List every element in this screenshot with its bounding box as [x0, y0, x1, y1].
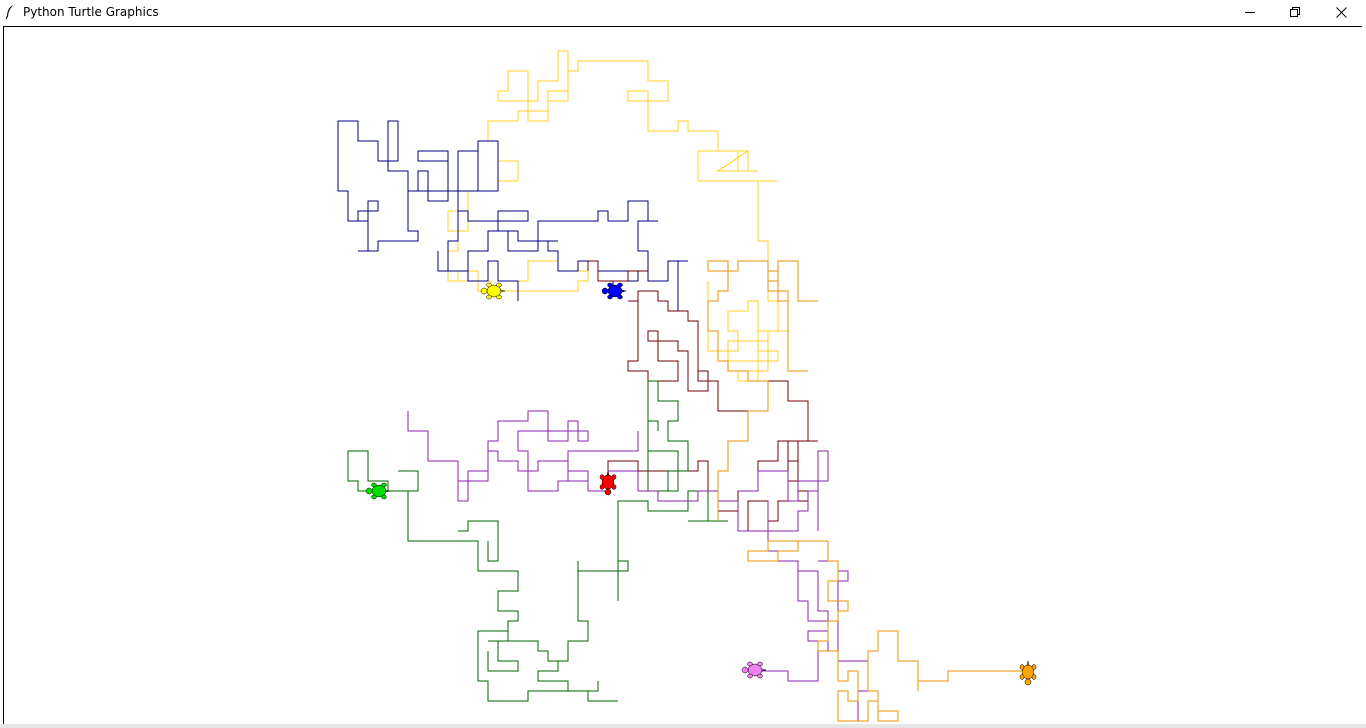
- gold-trail-4: [457, 260, 589, 292]
- purple-trail-2: [457, 410, 639, 502]
- turtle-drawing: [337, 50, 1037, 722]
- navy-trail-3: [347, 200, 379, 222]
- darkorange-trail-4: [767, 270, 808, 372]
- darkorange-trail-2: [747, 540, 828, 562]
- darkgreen-trail-2: [487, 640, 599, 692]
- blue-turtle: [601, 282, 627, 300]
- feather-icon: [5, 4, 15, 20]
- navy-trail: [447, 200, 688, 312]
- violet-turtle: [741, 661, 767, 679]
- gold-trail-2: [497, 50, 569, 122]
- gold-trail-5: [707, 281, 788, 382]
- close-button[interactable]: [1318, 0, 1364, 24]
- maroon-trail: [607, 290, 809, 512]
- maroon-trail-2: [587, 260, 648, 282]
- darkgreen-trail-3: [548, 490, 728, 662]
- navy-trail-2: [337, 120, 499, 252]
- close-icon: [1335, 6, 1347, 18]
- darkorange-trail-3: [707, 260, 818, 521]
- darkorange-trail: [817, 541, 1028, 722]
- gold-trail: [447, 60, 779, 351]
- minimize-button[interactable]: [1227, 0, 1273, 24]
- purple-trail-3: [738, 450, 829, 532]
- darkgreen-trail-5: [647, 380, 689, 492]
- green-turtle: [365, 482, 391, 500]
- minimize-icon: [1244, 7, 1256, 18]
- darkgreen-trail-6: [458, 520, 499, 562]
- window-title: Python Turtle Graphics: [23, 5, 159, 19]
- horizontal-scrollbar[interactable]: [0, 724, 1366, 728]
- turtle-canvas[interactable]: [3, 26, 1362, 726]
- red-turtle: [599, 470, 617, 496]
- darkgreen-trail-4: [347, 450, 419, 492]
- restore-button[interactable]: [1272, 0, 1318, 24]
- gold-trail-3: [716, 150, 758, 172]
- restore-icon: [1289, 6, 1301, 18]
- title-bar[interactable]: Python Turtle Graphics: [0, 0, 1366, 24]
- purple-trail: [407, 411, 829, 682]
- navy-trail-4: [437, 251, 519, 301]
- orange-turtle: [1019, 660, 1037, 686]
- yellow-turtle: [480, 282, 506, 300]
